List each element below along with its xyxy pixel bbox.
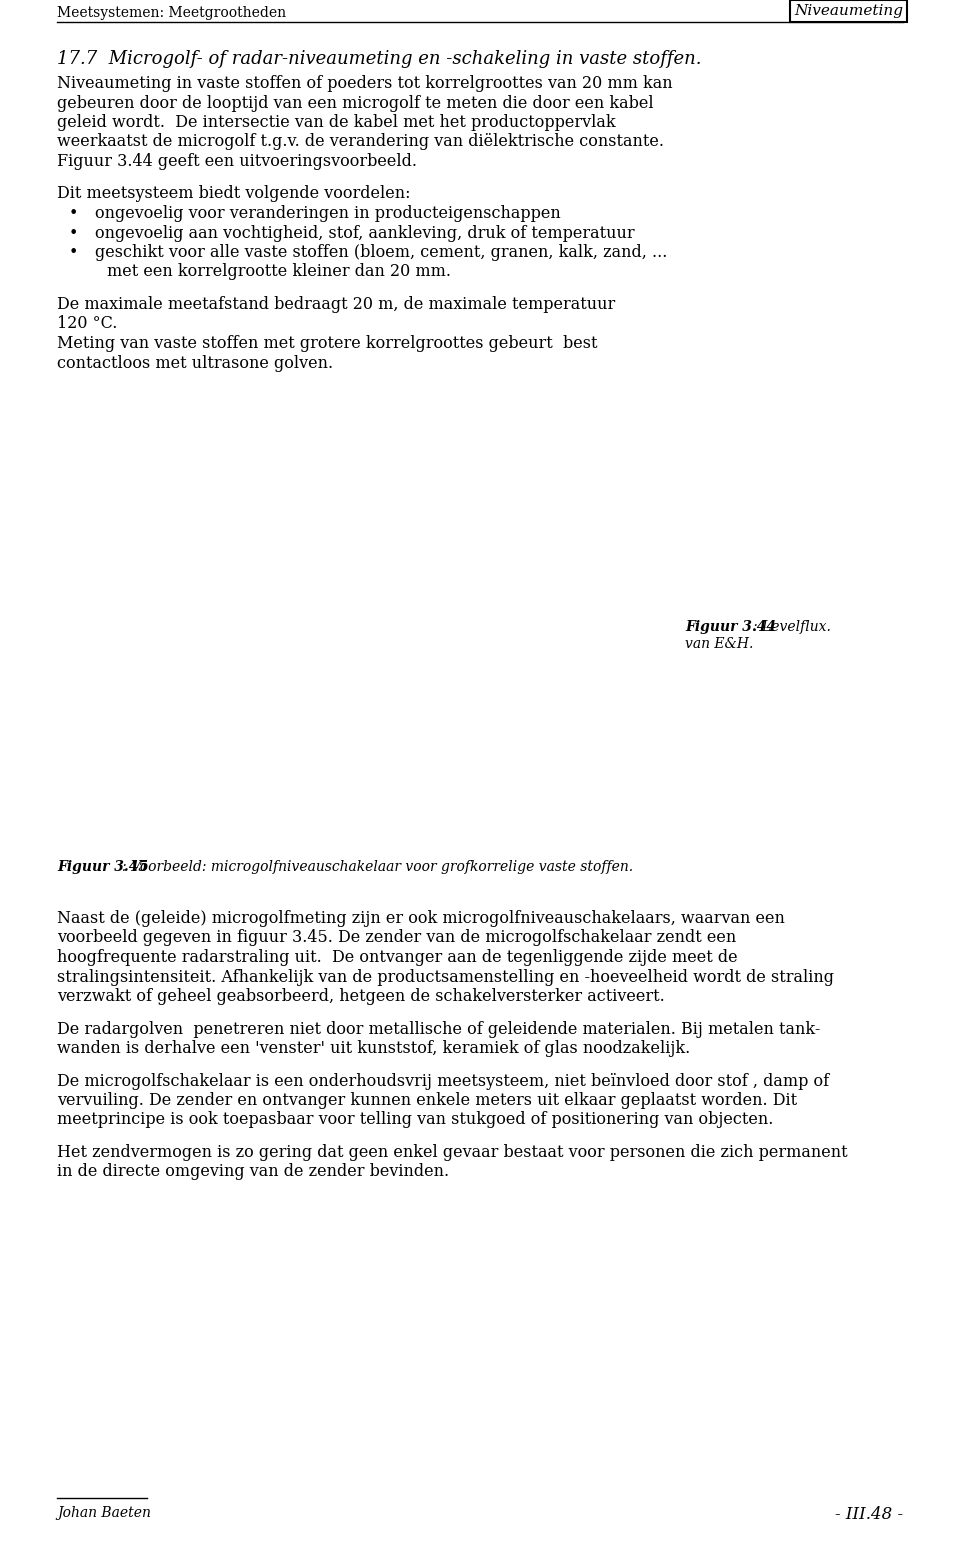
Text: •: • xyxy=(69,224,79,241)
Text: Figuur 3.44: Figuur 3.44 xyxy=(685,621,776,635)
Text: 120 °C.: 120 °C. xyxy=(57,316,117,333)
Text: Meting van vaste stoffen met grotere korrelgroottes gebeurt  best: Meting van vaste stoffen met grotere kor… xyxy=(57,334,597,351)
Text: meetprincipe is ook toepasbaar voor telling van stukgoed of positionering van ob: meetprincipe is ook toepasbaar voor tell… xyxy=(57,1111,774,1128)
Text: Dit meetsysteem biedt volgende voordelen:: Dit meetsysteem biedt volgende voordelen… xyxy=(57,186,411,203)
Text: Figuur 3.45: Figuur 3.45 xyxy=(57,861,148,875)
Text: Naast de (geleide) microgolfmeting zijn er ook microgolfniveauschakelaars, waarv: Naast de (geleide) microgolfmeting zijn … xyxy=(57,910,785,927)
Text: ongevoelig voor veranderingen in producteigenschappen: ongevoelig voor veranderingen in product… xyxy=(95,204,561,221)
Text: verzwakt of geheel geabsorbeerd, hetgeen de schakelversterker activeert.: verzwakt of geheel geabsorbeerd, hetgeen… xyxy=(57,988,664,1005)
Text: Het zendvermogen is zo gering dat geen enkel gevaar bestaat voor personen die zi: Het zendvermogen is zo gering dat geen e… xyxy=(57,1144,848,1161)
Text: De microgolfschakelaar is een onderhoudsvrij meetsysteem, niet beïnvloed door st: De microgolfschakelaar is een onderhouds… xyxy=(57,1073,829,1090)
Text: De radargolven  penetreren niet door metallische of geleidende materialen. Bij m: De radargolven penetreren niet door meta… xyxy=(57,1020,821,1037)
Text: ongevoelig aan vochtigheid, stof, aankleving, druk of temperatuur: ongevoelig aan vochtigheid, stof, aankle… xyxy=(95,224,635,241)
Text: stralingsintensiteit. Afhankelijk van de productsamenstelling en -hoeveelheid wo: stralingsintensiteit. Afhankelijk van de… xyxy=(57,969,834,986)
Text: vervuiling. De zender en ontvanger kunnen enkele meters uit elkaar geplaatst wor: vervuiling. De zender en ontvanger kunne… xyxy=(57,1091,797,1108)
Text: geleid wordt.  De intersectie van de kabel met het productoppervlak: geleid wordt. De intersectie van de kabe… xyxy=(57,115,615,132)
Text: : Voorbeeld: microgolfniveauschakelaar voor grofkorrelige vaste stoffen.: : Voorbeeld: microgolfniveauschakelaar v… xyxy=(122,861,634,875)
Text: Niveaumeting: Niveaumeting xyxy=(794,5,903,19)
Text: •: • xyxy=(69,204,79,221)
Text: hoogfrequente radarstraling uit.  De ontvanger aan de tegenliggende zijde meet d: hoogfrequente radarstraling uit. De ontv… xyxy=(57,949,737,966)
Text: in de directe omgeving van de zender bevinden.: in de directe omgeving van de zender bev… xyxy=(57,1164,449,1181)
Text: voorbeeld gegeven in figuur 3.45. De zender van de microgolfschakelaar zendt een: voorbeeld gegeven in figuur 3.45. De zen… xyxy=(57,929,736,946)
Text: wanden is derhalve een 'venster' uit kunststof, keramiek of glas noodzakelijk.: wanden is derhalve een 'venster' uit kun… xyxy=(57,1040,690,1057)
Text: Johan Baeten: Johan Baeten xyxy=(57,1506,151,1520)
Text: Meetsystemen: Meetgrootheden: Meetsystemen: Meetgrootheden xyxy=(57,6,286,20)
Text: •: • xyxy=(69,245,79,262)
Text: - III.48 -: - III.48 - xyxy=(835,1506,903,1523)
Text: weerkaatst de microgolf t.g.v. de verandering van diëlektrische constante.: weerkaatst de microgolf t.g.v. de verand… xyxy=(57,133,664,150)
Text: van E&H.: van E&H. xyxy=(685,638,754,652)
Text: gebeuren door de looptijd van een microgolf te meten die door een kabel: gebeuren door de looptijd van een microg… xyxy=(57,94,654,111)
Text: : Levelflux.: : Levelflux. xyxy=(753,621,830,635)
Text: De maximale meetafstand bedraagt 20 m, de maximale temperatuur: De maximale meetafstand bedraagt 20 m, d… xyxy=(57,296,615,313)
Text: met een korrelgrootte kleiner dan 20 mm.: met een korrelgrootte kleiner dan 20 mm. xyxy=(107,263,451,280)
Text: Figuur 3.44 geeft een uitvoeringsvoorbeeld.: Figuur 3.44 geeft een uitvoeringsvoorbee… xyxy=(57,153,417,170)
Text: geschikt voor alle vaste stoffen (bloem, cement, granen, kalk, zand, ...: geschikt voor alle vaste stoffen (bloem,… xyxy=(95,245,667,262)
Text: Niveaumeting in vaste stoffen of poeders tot korrelgroottes van 20 mm kan: Niveaumeting in vaste stoffen of poeders… xyxy=(57,74,673,91)
Text: 17.7  Microgolf- of radar-niveaumeting en -schakeling in vaste stoffen.: 17.7 Microgolf- of radar-niveaumeting en… xyxy=(57,50,702,68)
Text: contactloos met ultrasone golven.: contactloos met ultrasone golven. xyxy=(57,354,333,372)
